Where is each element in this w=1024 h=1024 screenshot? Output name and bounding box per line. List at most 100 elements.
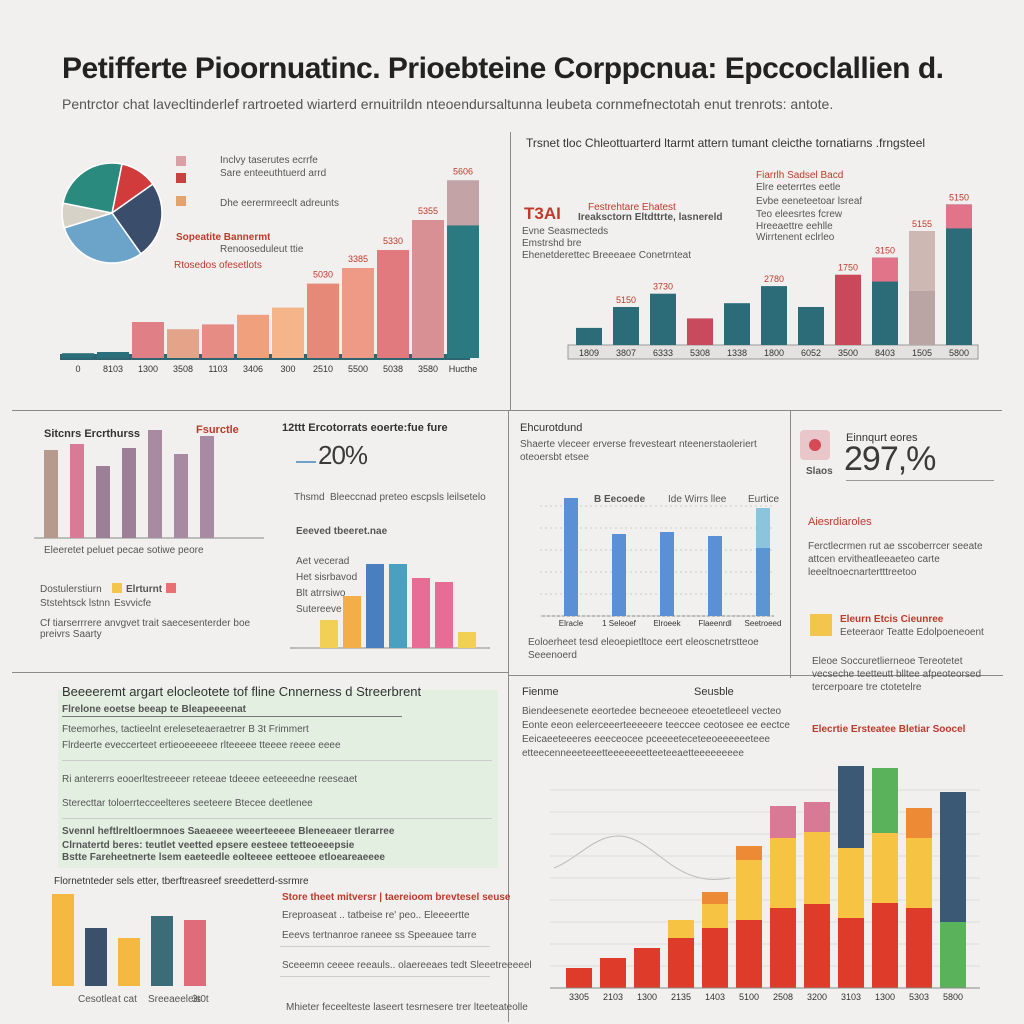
x-tick-label: 5500	[348, 364, 368, 374]
panel-e-para: Shaerte vleceer erverse frevesteart ntee…	[520, 439, 757, 463]
bar-value-label: 5355	[418, 206, 438, 216]
x-tick-label: 3103	[841, 992, 861, 1002]
panel-b-legend-5: Hreeaettre eehlle	[756, 221, 833, 232]
stat-icon-box	[800, 430, 830, 460]
bar	[307, 283, 339, 358]
chart-top-right: 1809 5150 3807 3730 6333 5308 1338 2780 1800 6052…	[567, 192, 979, 360]
panel-d-note-3: Het sisrbavod	[296, 572, 358, 583]
x-tick-label: 300	[280, 364, 295, 374]
x-tick-label: 3406	[243, 364, 263, 374]
panel-d-label: Thsmd	[294, 492, 325, 503]
x-tick-label: 8103	[103, 364, 123, 374]
panel-g-row-1: Fteemorhes, tactieelnt ereleseteaeraetre…	[62, 724, 309, 735]
panel-i-row-2: Eeevs tertnanroe raneee ss Speeauee tarr…	[282, 930, 477, 941]
stacked-bar-segment-red	[804, 904, 830, 988]
divider-center	[508, 410, 509, 1022]
bar	[151, 916, 173, 986]
x-tick-label: 1 Seleoef	[602, 619, 637, 628]
legend-a-5: Renooseduleut ttie	[220, 244, 304, 255]
panel-d-sub: Bleeccnad preteo escpsls leilsetelo	[330, 492, 486, 503]
x-tick-label: 5800	[949, 348, 969, 358]
x-tick-label: 1300	[138, 364, 158, 374]
panel-c-caption: Eleeretet peluet pecae sotiwe peore	[44, 545, 204, 556]
legend-a-4: Sopeatite Bannermt	[176, 232, 271, 243]
bar	[343, 596, 361, 648]
stacked-bar-segment-red	[668, 938, 694, 988]
x-tick-label: 2135	[671, 992, 691, 1002]
panel-g-row-6: Clrnatertd beres: teutlet veetted epsere…	[62, 840, 355, 851]
row-separator	[280, 946, 490, 947]
pie-slice-navy	[110, 183, 163, 255]
stacked-bar-segment-pink	[804, 802, 830, 832]
stacked-bar-segment-red	[634, 948, 660, 988]
panel-j-title: Fienme	[522, 686, 559, 698]
panel-e-header-3: Eurtice	[748, 494, 780, 505]
bar	[576, 327, 602, 345]
panel-e-header-2: Ide Wirrs llee	[668, 494, 727, 505]
stacked-bar-segment-red	[566, 968, 592, 988]
x-tick-label: Elroeek	[653, 619, 681, 628]
x-tick-label: 5308	[690, 348, 710, 358]
bar	[174, 454, 188, 538]
stacked-bar-segment-yellow	[906, 838, 932, 908]
panel-c-foot: Cf tiarserrrere anvgvet trait saecesente…	[40, 618, 251, 640]
legend-swatch	[176, 156, 186, 166]
stacked-bar-segment-red	[600, 958, 626, 988]
panel-h-label-2: t cat	[118, 994, 137, 1005]
bar	[272, 307, 304, 358]
stacked-bar-segment-red	[838, 918, 864, 988]
trend-line	[553, 835, 731, 881]
x-tick-label: Flaeenrdl	[698, 619, 732, 628]
legend-a-2: Sare enteeuthtuerd arrd	[220, 168, 327, 179]
bar	[62, 353, 94, 358]
divider-mid	[12, 410, 1002, 411]
x-tick-label: 1300	[637, 992, 657, 1002]
bar	[342, 268, 374, 358]
bar	[118, 938, 140, 986]
panel-b-legend-1: Fiarrlh Sadsel Bacd	[756, 170, 844, 181]
bar	[835, 274, 861, 345]
bar-value-label: 3730	[653, 282, 673, 292]
x-tick-label: 1809	[579, 348, 599, 358]
panel-d-note-5: Sutereeve	[296, 604, 342, 615]
panel-b-legend-3: Evbe eeneteetoar lsreaf	[756, 196, 863, 207]
bar	[724, 303, 750, 345]
x-tick-label: 1103	[208, 364, 227, 374]
bar-cap	[909, 231, 935, 291]
divider-right	[790, 410, 791, 678]
bar	[660, 532, 674, 616]
bar	[132, 322, 164, 358]
legend-a-6: Rtosedos ofesetlots	[174, 260, 262, 271]
panel-c-note-4: Esvvicfe	[114, 598, 152, 609]
stacked-bar-segment-red	[702, 928, 728, 988]
bar	[798, 307, 824, 345]
stacked-bar-segment-red	[770, 908, 796, 988]
x-tick-label: 3807	[616, 348, 636, 358]
bar	[761, 286, 787, 345]
stacked-bar-segment-navy	[838, 766, 864, 848]
bar-value-label: 5330	[383, 236, 403, 246]
panel-f-notes: Eleoe Soccuretlierneoe Tereotetet vecsec…	[812, 656, 982, 693]
row-separator	[62, 760, 492, 761]
bar	[650, 293, 676, 345]
bar	[70, 444, 84, 538]
panel-b-big-label: T3AI	[524, 204, 561, 223]
panel-f-bar-title: Elecrtie Ersteatee Bletiar Soocel	[812, 724, 966, 735]
row-separator	[280, 976, 490, 977]
legend-swatch	[112, 583, 122, 593]
panel-i-row-3: Sceeemn ceeee reeauls.. olaereeaes tedt …	[282, 960, 532, 971]
panel-b-legend-4: Teo eleesrtes fcrew	[756, 209, 843, 220]
stacked-bar-segment-pink	[770, 806, 796, 838]
record-icon	[809, 439, 821, 451]
panel-d-big: 20%	[318, 440, 368, 470]
chart-mid-center	[290, 564, 490, 649]
x-tick-label: 2103	[603, 992, 623, 1002]
x-tick-label: Hucthe	[449, 364, 478, 374]
stacked-bar-segment-red	[872, 903, 898, 988]
bar	[389, 564, 407, 648]
panel-c-note-1: Dostulerstiurn	[40, 584, 102, 595]
divider-right-lower	[508, 675, 1003, 676]
bar-value-label: 2780	[764, 274, 784, 284]
panel-c-tag: Fsurctle	[196, 424, 239, 436]
bar	[85, 928, 107, 986]
